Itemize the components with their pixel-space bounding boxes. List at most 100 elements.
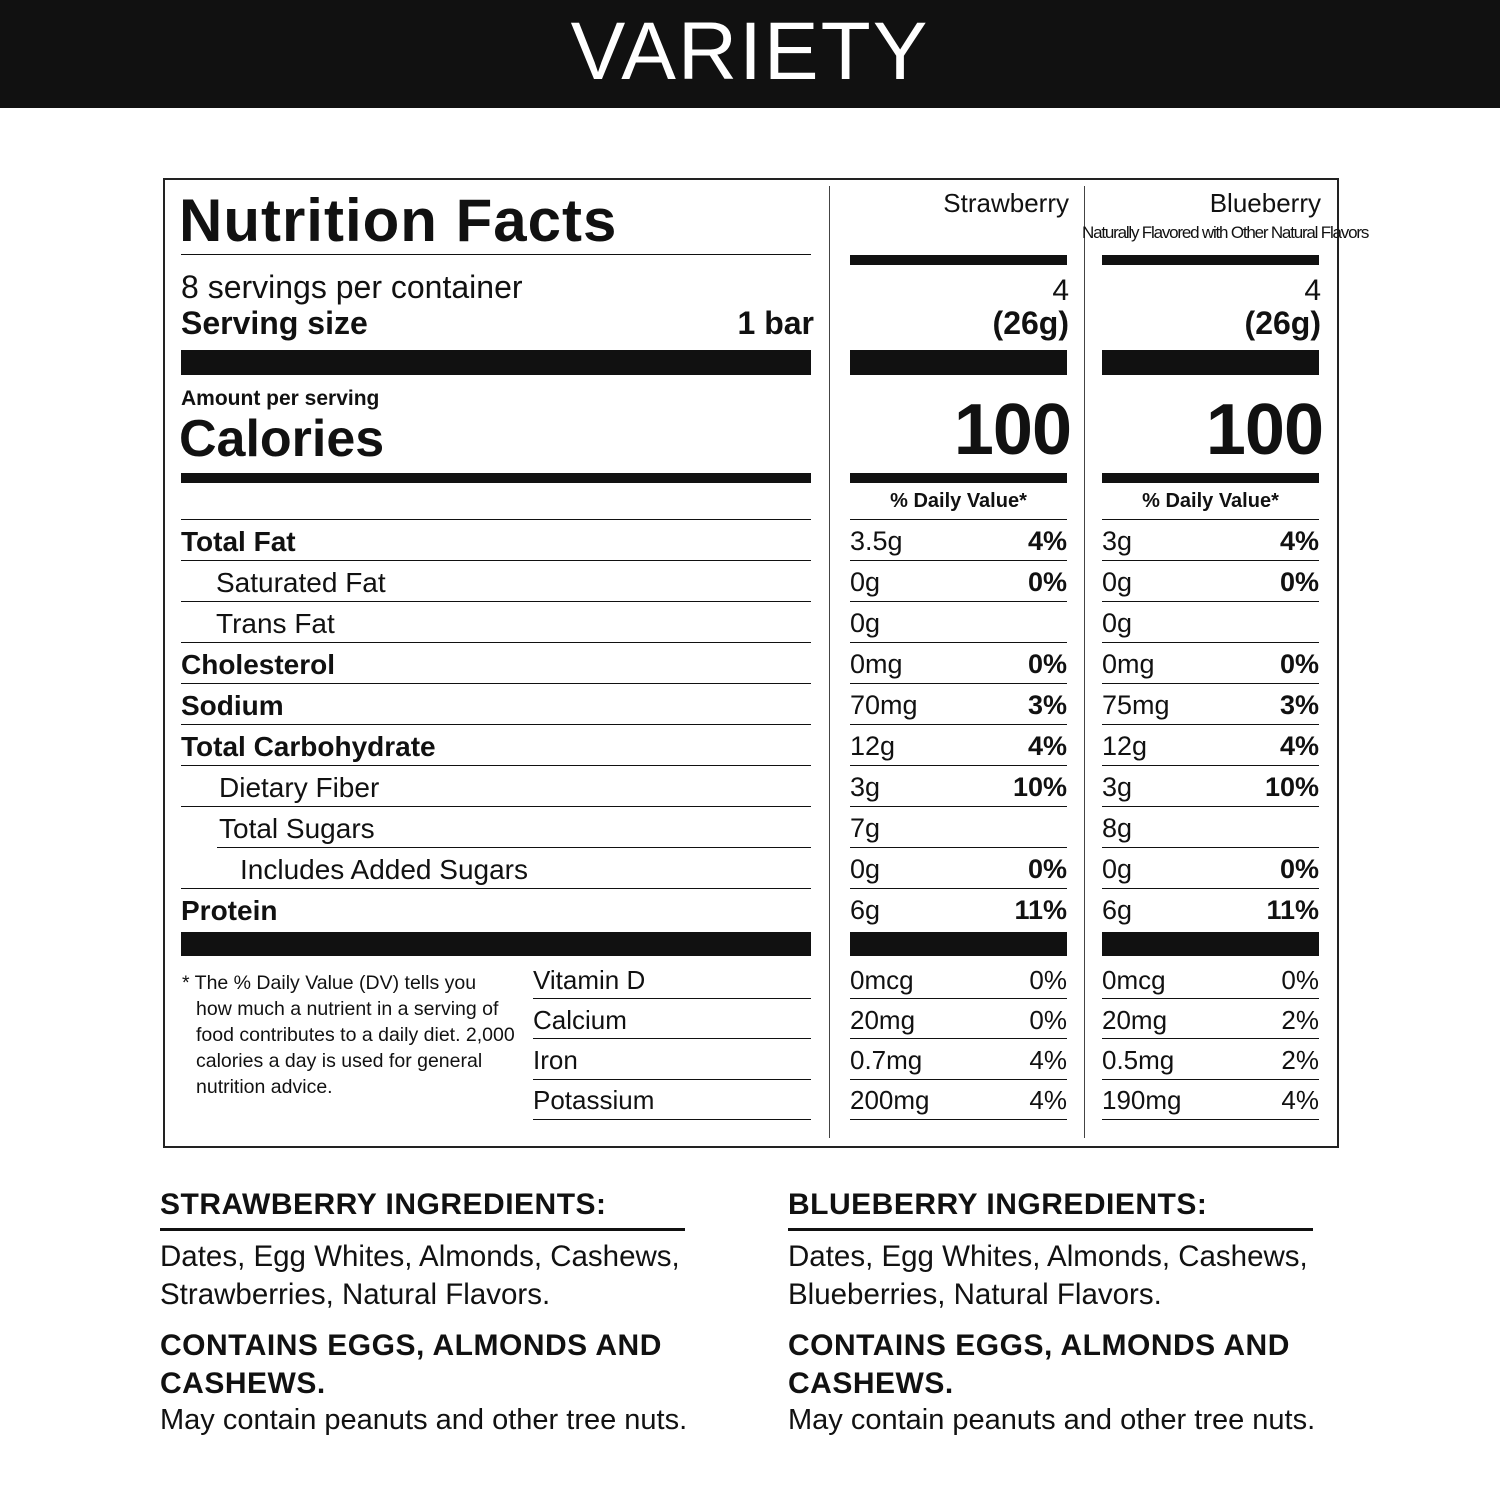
rule: [850, 601, 1067, 602]
medium-bar: [1102, 473, 1319, 483]
rule: [181, 642, 811, 643]
flavor-name: Blueberry: [1209, 187, 1321, 218]
rule: [850, 998, 1067, 999]
medium-bar: [850, 255, 1067, 265]
rule: [1102, 1118, 1319, 1120]
calories: 100: [953, 390, 1072, 470]
daily-value: 0%: [1281, 964, 1319, 995]
medium-bar: [850, 473, 1067, 483]
rule: [850, 560, 1067, 561]
amount: 0mg: [850, 649, 903, 679]
divider: [1084, 186, 1085, 1138]
rule: [181, 765, 811, 766]
vitamin-name: Calcium: [533, 1004, 627, 1035]
servings: 4: [1304, 274, 1321, 307]
daily-value: 4%: [1279, 526, 1319, 556]
amount: 0g: [1102, 854, 1133, 884]
amount: 0.7mg: [850, 1045, 923, 1076]
calories-label: Calories: [179, 409, 385, 468]
rule: [1102, 601, 1319, 602]
amount: 3.5g: [850, 526, 903, 556]
amount: 190mg: [1102, 1085, 1182, 1116]
heading-underline: [160, 1228, 685, 1231]
may-contain: May contain peanuts and other tree nuts.: [788, 1404, 1316, 1436]
rule: [1102, 998, 1319, 999]
amount: 12g: [850, 731, 896, 761]
thick-bar: [1102, 932, 1319, 956]
rule: [850, 642, 1067, 643]
header-bar: [0, 0, 1500, 108]
daily-value: 0%: [1029, 1004, 1067, 1035]
amount: 0.5mg: [1102, 1045, 1175, 1076]
nutrient-name: Protein: [181, 894, 278, 926]
rule: [1102, 1078, 1319, 1080]
thick-bar: [850, 350, 1067, 375]
rule: [1102, 724, 1319, 725]
rule: [181, 683, 811, 684]
amount-per-serving: Amount per serving: [181, 387, 380, 410]
amount: 0g: [850, 608, 881, 638]
rule: [850, 806, 1067, 807]
dv-header: % Daily Value*: [1142, 489, 1279, 512]
amount: 0g: [1102, 567, 1133, 597]
rule: [181, 519, 811, 520]
rule: [533, 1118, 811, 1120]
daily-value: 2%: [1281, 1045, 1319, 1076]
amount: 12g: [1102, 731, 1148, 761]
daily-value: 4%: [1281, 1085, 1319, 1116]
rule: [181, 254, 811, 255]
thick-bar: [1102, 350, 1319, 375]
amount: 0mcg: [1102, 964, 1166, 995]
daily-value: 0%: [1027, 854, 1067, 884]
nutrient-name: Sodium: [181, 689, 284, 721]
rule: [181, 806, 811, 807]
daily-value: 4%: [1279, 731, 1319, 761]
daily-value: 0%: [1279, 854, 1319, 884]
nutrient-name: Total Fat: [181, 525, 296, 557]
divider: [829, 186, 830, 1138]
rule: [1102, 888, 1319, 889]
nutrient-name: Trans Fat: [216, 607, 335, 639]
rule: [181, 724, 811, 725]
amount: 75mg: [1102, 690, 1170, 720]
allergen-statement: CONTAINS EGGS, ALMONDS AND CASHEWS.: [788, 1329, 1290, 1400]
rule: [850, 888, 1067, 889]
amount: 0g: [1102, 608, 1133, 638]
rule: [850, 1078, 1067, 1080]
amount: 0mcg: [850, 964, 914, 995]
daily-value: 4%: [1027, 526, 1067, 556]
thick-bar: [850, 932, 1067, 956]
rule: [1102, 560, 1319, 561]
amount: 7g: [850, 813, 881, 843]
amount: 3g: [1102, 772, 1133, 802]
allergen-statement: CONTAINS EGGS, ALMONDS AND CASHEWS.: [160, 1329, 662, 1400]
serving-size-label: Serving size: [181, 305, 368, 341]
daily-value: 11%: [1266, 895, 1319, 925]
nutrient-name: Cholesterol: [181, 648, 336, 680]
calories: 100: [1205, 390, 1324, 470]
daily-value: 4%: [1029, 1085, 1067, 1116]
serving-size: (26g): [1244, 305, 1321, 341]
ingredients-text: Dates, Egg Whites, Almonds, Cashews, Str…: [160, 1240, 680, 1311]
rule: [533, 998, 811, 999]
amount: 0g: [850, 854, 881, 884]
daily-value: 3%: [1027, 690, 1067, 720]
label-title: Nutrition Facts: [179, 186, 618, 254]
daily-value: 0%: [1029, 964, 1067, 995]
rule: [850, 724, 1067, 725]
rule: [850, 1038, 1067, 1040]
rule: [181, 888, 811, 889]
amount: 6g: [850, 895, 881, 925]
amount: 20mg: [1102, 1004, 1168, 1035]
rule: [1102, 642, 1319, 643]
serving-size: (26g): [992, 305, 1069, 341]
rule: [1102, 847, 1319, 848]
nutrient-name: Includes Added Sugars: [240, 853, 528, 885]
nutrient-name: Total Sugars: [219, 812, 375, 844]
daily-value: 0%: [1027, 649, 1067, 679]
amount: 3g: [850, 772, 881, 802]
heading-underline: [788, 1228, 1313, 1231]
ingredients-text: Dates, Egg Whites, Almonds, Cashews, Blu…: [788, 1240, 1308, 1311]
header-title: VARIETY: [570, 6, 930, 97]
daily-value: 10%: [1264, 772, 1319, 802]
